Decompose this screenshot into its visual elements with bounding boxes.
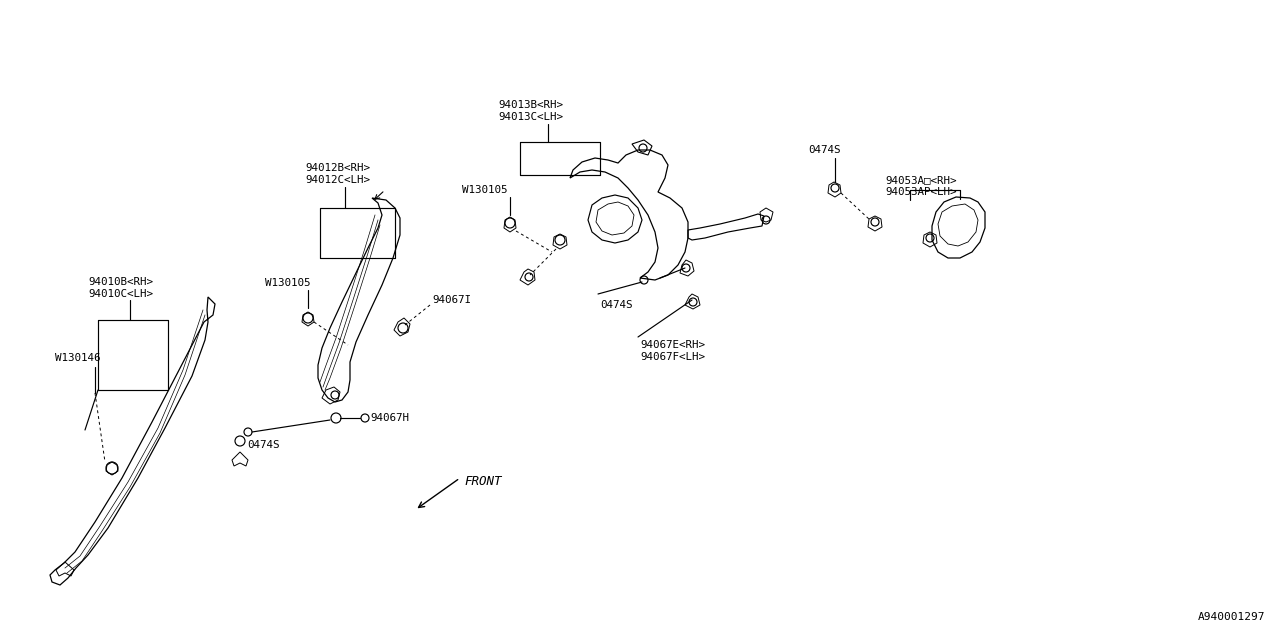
Text: 94013B<RH>: 94013B<RH> [498,100,563,110]
Text: W130105: W130105 [462,185,507,195]
Text: 94067E<RH>: 94067E<RH> [640,340,705,350]
Text: 0474S: 0474S [247,440,279,450]
Text: A940001297: A940001297 [1198,612,1265,622]
Text: 94012B<RH>: 94012B<RH> [305,163,370,173]
Text: 94067H: 94067H [370,413,410,423]
Text: FRONT: FRONT [465,475,502,488]
Text: W130146: W130146 [55,353,101,363]
Text: 94067I: 94067I [433,295,471,305]
Text: 0474S: 0474S [808,145,841,155]
Text: 94067F<LH>: 94067F<LH> [640,352,705,362]
Text: W130105: W130105 [265,278,311,288]
Text: 94012C<LH>: 94012C<LH> [305,175,370,185]
Text: 94013C<LH>: 94013C<LH> [498,112,563,122]
Text: 94053AP<LH>: 94053AP<LH> [884,187,956,197]
Text: 94010B<RH>: 94010B<RH> [88,277,154,287]
Text: 0474S: 0474S [600,300,632,310]
Text: 94053A□<RH>: 94053A□<RH> [884,175,956,185]
Text: 94010C<LH>: 94010C<LH> [88,289,154,299]
